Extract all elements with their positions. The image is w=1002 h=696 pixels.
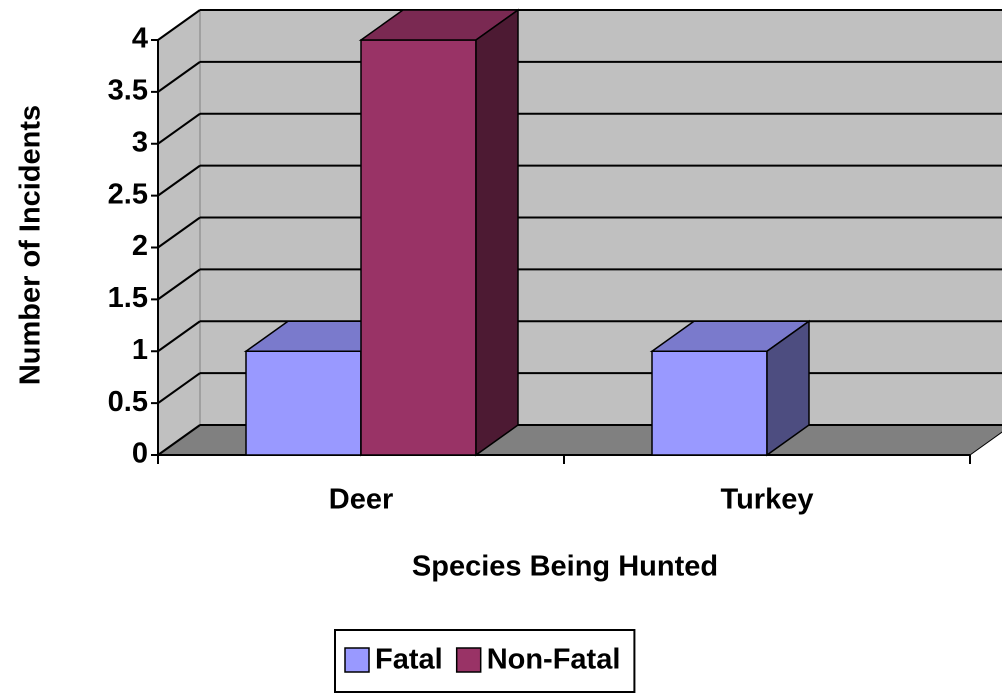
y-tick-label: 0 [132, 438, 148, 470]
legend-label: Non-Fatal [487, 644, 621, 676]
y-tick-label: 4 [132, 23, 148, 55]
x-tick-label: Deer [329, 484, 394, 516]
y-tick-label: 2.5 [108, 178, 148, 210]
y-tick-label: 3 [132, 126, 148, 158]
legend-box [334, 629, 636, 693]
grid-line-side [157, 424, 201, 456]
x-tick-label: Turkey [721, 484, 814, 516]
legend-swatch [344, 647, 370, 673]
y-tick-label: 3.5 [108, 75, 148, 107]
x-axis-title: Species Being Hunted [412, 551, 718, 583]
bar-front [651, 350, 768, 456]
grid-line-side [157, 61, 201, 93]
legend-label: Fatal [375, 644, 443, 676]
grid-line-side [157, 164, 201, 197]
bar-front [245, 350, 362, 456]
grid-line-side [157, 268, 201, 301]
grid-line-side [157, 112, 201, 145]
bar-side [475, 8, 519, 457]
grid-line-side [157, 216, 201, 249]
y-tick-label: 0.5 [108, 386, 148, 418]
bar-side [766, 319, 810, 457]
grid-line-side [157, 320, 201, 353]
y-axis-title: Number of Incidents [15, 105, 47, 385]
y-tick-label: 1.5 [108, 282, 148, 314]
legend-swatch [455, 647, 482, 673]
legend: Fatal Non-Fatal [334, 629, 636, 693]
grid-line-side [157, 9, 201, 41]
y-tick-label: 2 [132, 230, 148, 262]
grid-line-side [157, 372, 201, 404]
bar-front [360, 39, 477, 456]
y-tick-label: 1 [132, 334, 148, 366]
